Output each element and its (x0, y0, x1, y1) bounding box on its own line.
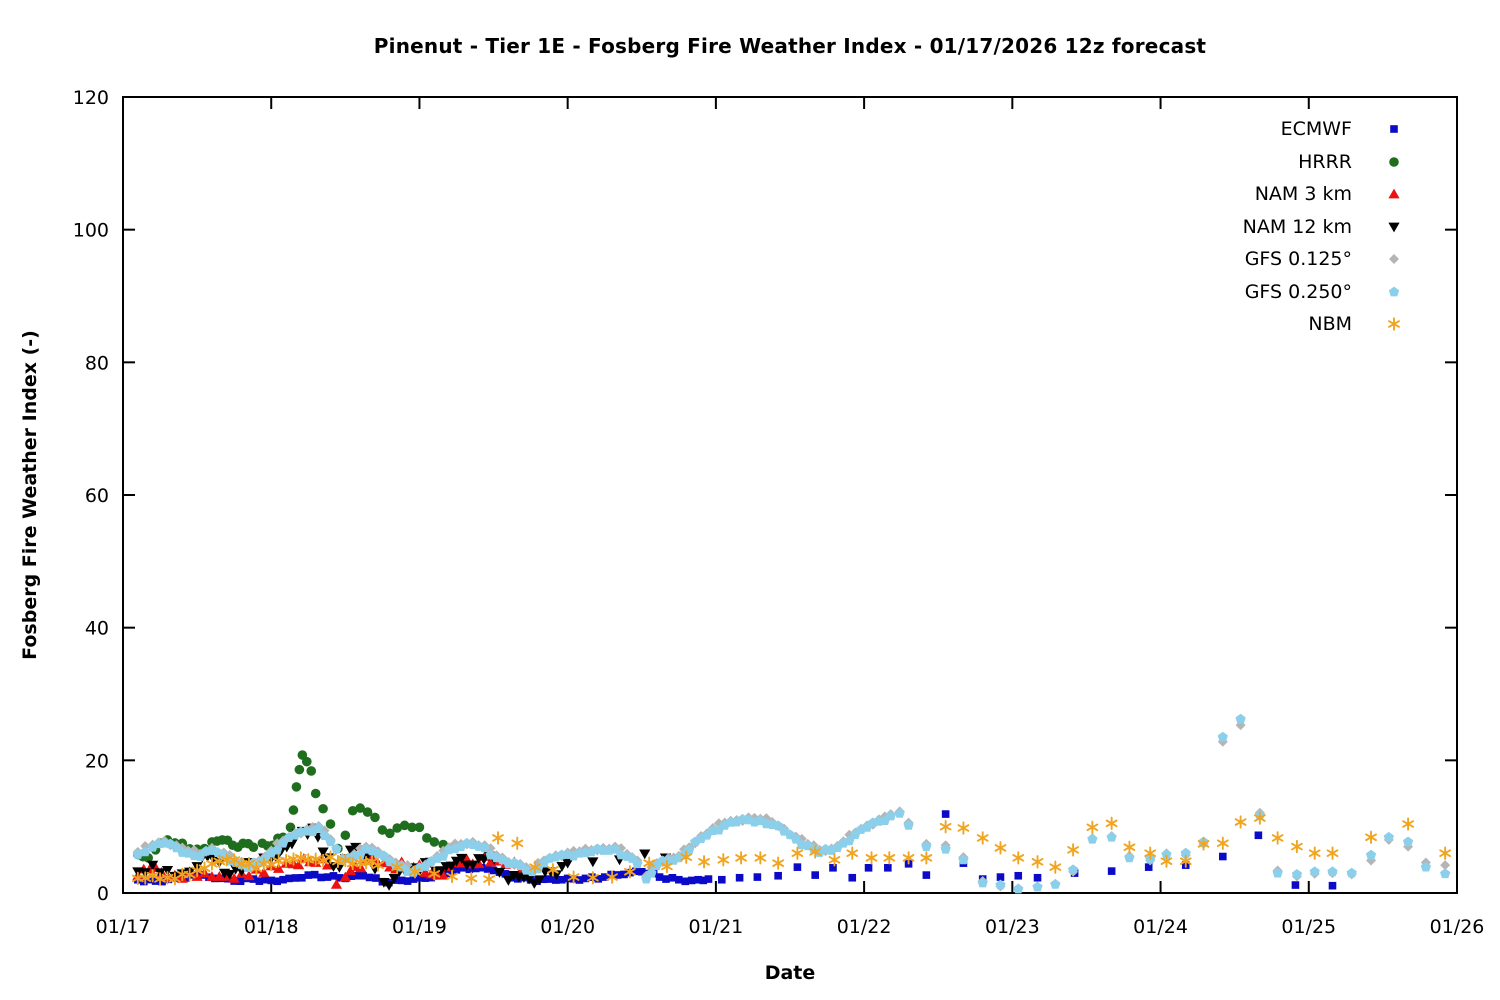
axis-ticks: 01/17 01/18 01/19 01/20 01/21 01/22 01/23 01/24… (73, 87, 1485, 938)
x-axis-label: Date (764, 962, 816, 984)
nam3-marker-icon (1388, 188, 1400, 199)
legend-label: HRRR (1298, 150, 1352, 173)
y-tick-label: 80 (85, 352, 109, 374)
x-tick-label: 01/22 (837, 916, 892, 938)
y-tick-label: 120 (73, 87, 109, 109)
legend-item-nam12: NAM 12 km (1243, 211, 1406, 244)
legend-item-hrrr: HRRR (1243, 146, 1406, 179)
legend-item-gfs125: GFS 0.125° (1243, 243, 1406, 276)
nbm-marker-icon (1388, 317, 1400, 331)
gfs250-marker-icon (1388, 286, 1400, 297)
x-tick-label: 01/24 (1133, 916, 1188, 938)
x-tick-label: 01/18 (244, 916, 299, 938)
x-tick-label: 01/19 (392, 916, 447, 938)
legend-item-nam3: NAM 3 km (1243, 178, 1406, 211)
x-tick-label: 01/26 (1430, 916, 1485, 938)
gfs125-marker-icon (1389, 254, 1399, 265)
legend: ECMWF HRRR NAM 3 km NAM 12 km GFS 0.125° GFS … (1243, 113, 1406, 341)
legend-label: GFS 0.125° (1244, 248, 1352, 271)
x-tick-label: 01/20 (540, 916, 595, 938)
y-tick-label: 40 (85, 618, 109, 640)
nam12-marker-icon (1388, 222, 1400, 233)
gfs250-points (132, 713, 1451, 894)
ecmwf-marker-icon (1390, 125, 1398, 134)
x-tick-label: 01/25 (1281, 916, 1336, 938)
x-tick-label: 01/21 (689, 916, 744, 938)
legend-label: NBM (1308, 313, 1352, 336)
x-tick-label: 01/23 (985, 916, 1040, 938)
legend-label: NAM 3 km (1254, 183, 1352, 206)
legend-item-ecmwf: ECMWF (1243, 113, 1406, 146)
legend-label: NAM 12 km (1242, 215, 1352, 238)
y-tick-label: 100 (73, 220, 109, 242)
nbm-points (131, 811, 1452, 886)
y-tick-label: 0 (97, 883, 109, 905)
chart-title: Pinenut - Tier 1E - Fosberg Fire Weather… (373, 34, 1207, 58)
legend-item-nbm: NBM (1243, 308, 1406, 341)
y-tick-label: 60 (85, 485, 109, 507)
legend-label: GFS 0.250° (1244, 280, 1352, 303)
x-tick-label: 01/17 (96, 916, 151, 938)
legend-item-gfs250: GFS 0.250° (1243, 276, 1406, 309)
hrrr-marker-icon (1389, 156, 1399, 167)
legend-label: ECMWF (1280, 118, 1352, 141)
y-tick-label: 20 (85, 750, 109, 772)
